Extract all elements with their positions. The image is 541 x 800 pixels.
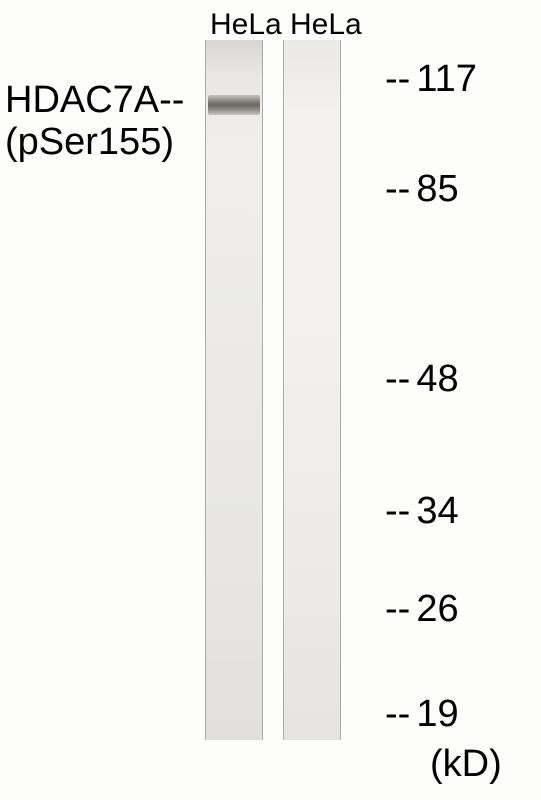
marker-dash: -- [385,693,410,736]
protein-name-line1: HDAC7A-- [5,80,184,122]
marker-117: --117 [385,58,477,101]
marker-26: --26 [385,588,459,631]
protein-name-line2: (pSer155) [5,122,174,164]
marker-dash: -- [385,358,410,401]
lane-1 [283,40,341,740]
marker-value: 19 [416,693,458,735]
marker-value: 48 [416,358,458,400]
western-blot-image: { "image": { "width": 541, "height": 800… [0,0,541,800]
lane-header-0: HeLa [210,8,282,42]
marker-value: 26 [416,588,458,630]
lane-header-1: HeLa [290,8,362,42]
marker-dash: -- [385,58,410,101]
marker-85: --85 [385,168,459,211]
marker-48: --48 [385,358,459,401]
marker-value: 34 [416,490,458,532]
marker-dash: -- [385,168,410,211]
marker-34: --34 [385,490,459,533]
marker-19: --19 [385,693,459,736]
marker-dash: -- [385,588,410,631]
band-0-0 [208,95,260,115]
marker-value: 85 [416,168,458,210]
unit-label: (kD) [430,743,502,786]
marker-dash: -- [385,490,410,533]
marker-value: 117 [416,58,477,100]
lane-0 [205,40,263,740]
